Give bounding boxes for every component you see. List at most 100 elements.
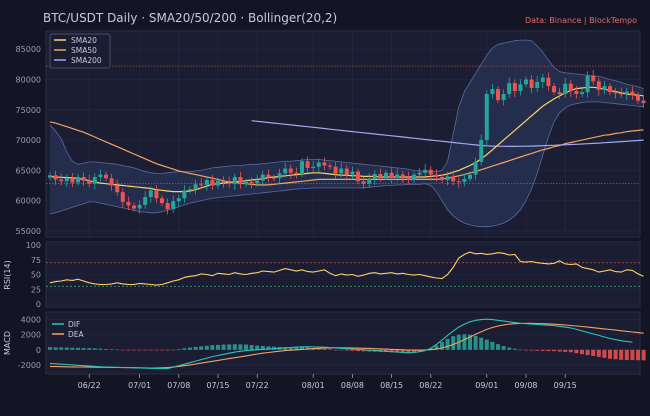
legend-sma50-label: SMA50 [71, 46, 97, 55]
macd-histogram-bar [92, 348, 97, 350]
macd-histogram-bar [400, 349, 405, 353]
macd-yticks: -2000 0 2000 4000 [18, 316, 41, 370]
candle-body [81, 177, 86, 181]
candle-body [59, 179, 64, 182]
candle-body [238, 177, 243, 185]
candle-body [272, 177, 276, 179]
candle-body [608, 86, 612, 93]
candle-body [322, 162, 327, 166]
candle-body [389, 172, 394, 178]
macd-histogram-bar [563, 349, 568, 352]
price-refs [46, 65, 640, 185]
rsi-tick-label: 75 [31, 256, 41, 265]
candle-body [518, 84, 523, 91]
x-tick-label: 07/01 [128, 381, 151, 390]
macd-histogram-bar [227, 344, 232, 350]
macd-histogram-bar [288, 347, 293, 350]
candle-body [115, 185, 120, 193]
macd-histogram-bar [484, 339, 489, 350]
candle-body [451, 176, 456, 182]
candle-body [277, 173, 282, 179]
macd-histogram-bar [574, 349, 579, 354]
candle-body [445, 176, 450, 181]
candle-body [619, 93, 624, 95]
macd-histogram-bar [70, 347, 75, 350]
candle-body [182, 190, 187, 199]
data-source-label: Data: Binance | BlockTempo [525, 16, 637, 25]
macd-histogram-bar [98, 348, 103, 350]
chart-title: BTC/USDT Daily · SMA20/50/200 · Bollinge… [43, 11, 337, 25]
rsi-refs [46, 262, 640, 287]
macd-histogram-bar [160, 349, 164, 351]
candle-body [176, 198, 181, 202]
macd-histogram-bar [608, 349, 612, 359]
candle-body [641, 100, 646, 104]
macd-histogram-bar [591, 349, 596, 357]
macd-histogram-bar [221, 344, 226, 350]
rsi-tick-label: 25 [31, 285, 41, 294]
candle-body [92, 177, 97, 184]
macd-histogram-bar [182, 348, 187, 350]
candle-body [300, 161, 304, 174]
macd-histogram-bar [518, 349, 523, 351]
macd-histogram-bar [613, 349, 618, 360]
macd-histogram-bar [137, 349, 142, 351]
rsi-axis-label: RSI(14) [3, 260, 12, 289]
macd-histogram-bar [238, 344, 243, 350]
candle-body [204, 180, 209, 185]
legend: SMA20 SMA50 SMA200 [49, 33, 111, 69]
macd-histogram-bar [557, 349, 562, 352]
candle-body [484, 94, 489, 141]
x-tick-label: 09/08 [514, 381, 537, 390]
candle-body [294, 172, 299, 174]
macd-tick-label: 4000 [21, 316, 41, 325]
candle-body [104, 174, 108, 179]
candle-body [333, 166, 338, 174]
price-tick-label: 75000 [16, 106, 41, 115]
candle-body [350, 171, 355, 175]
macd-histogram-bar [115, 349, 120, 351]
candle-body [249, 181, 254, 184]
macd-histogram-bar [322, 348, 327, 350]
rsi-tick-label: 50 [31, 271, 41, 280]
candle-body [574, 90, 579, 95]
candle-body [507, 83, 512, 95]
macd-histogram-bar [412, 349, 416, 353]
macd-panel-bg [45, 311, 641, 375]
price-tick-label: 60000 [16, 197, 41, 206]
macd-histogram-bar [507, 347, 512, 350]
macd-histogram-bar [260, 346, 265, 350]
macd-tick-label: -2000 [18, 361, 41, 370]
candle-body [244, 181, 248, 185]
candle-body [384, 172, 388, 178]
macd-histogram-bar [636, 349, 640, 361]
candle-body [344, 168, 349, 175]
macd-histogram-bar [350, 349, 355, 351]
macd-histogram-bar [333, 349, 338, 351]
candle-body [328, 165, 332, 167]
macd-histogram-bar [540, 349, 545, 351]
macd-histogram-bar [87, 348, 92, 350]
candle-body [227, 182, 232, 184]
legend-sma20-label: SMA20 [71, 36, 97, 45]
rsi-series-line [49, 251, 644, 286]
candle-body [311, 166, 316, 168]
candle-body [568, 83, 573, 91]
macd-histogram-bar [451, 336, 456, 350]
candle-body [148, 190, 153, 198]
candle-body [48, 175, 52, 178]
candle-body [501, 94, 506, 101]
candle-body [76, 177, 80, 183]
candle-body [529, 79, 534, 88]
macd-histogram-bar [64, 347, 69, 350]
macd-histogram-bar [630, 349, 635, 361]
macd-histogram-bar [109, 349, 114, 350]
rsi-line [49, 251, 644, 286]
macd-histogram-bar [619, 349, 624, 360]
candle-body [552, 86, 556, 93]
candle-body [434, 174, 439, 178]
macd-histogram-bar [244, 344, 248, 350]
candle-body [288, 168, 293, 173]
bollinger-band-fill [50, 40, 644, 227]
